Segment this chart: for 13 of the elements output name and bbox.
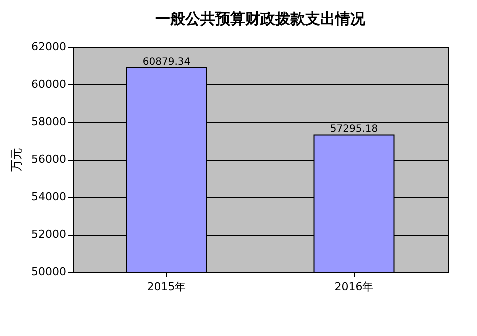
y-axis-title: 万元 bbox=[10, 148, 24, 172]
y-tick-label: 52000 bbox=[32, 228, 66, 241]
y-tick-label: 56000 bbox=[32, 153, 66, 166]
chart-title: 一般公共预算财政拨款支出情况 bbox=[156, 10, 366, 28]
y-tick-label: 50000 bbox=[32, 266, 66, 278]
x-tick-label: 2016年 bbox=[334, 280, 374, 294]
y-tick-label: 54000 bbox=[32, 190, 66, 204]
y-tick-label: 58000 bbox=[32, 116, 66, 128]
y-tick-label: 62000 bbox=[32, 40, 66, 54]
y-tick-label: 60000 bbox=[32, 78, 66, 91]
text: 60879.34 bbox=[142, 57, 191, 68]
x-tick-label: 2015年 bbox=[147, 280, 186, 294]
text: 57295.18 bbox=[330, 124, 378, 136]
